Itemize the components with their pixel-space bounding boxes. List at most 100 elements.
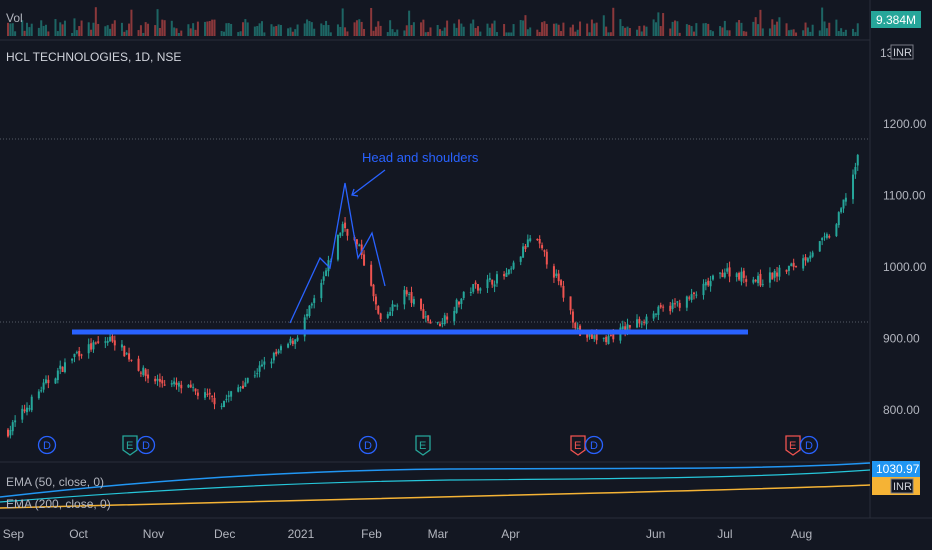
candle-body [453,310,456,322]
candle-body [446,316,449,320]
ema-50-legend[interactable]: EMA (50, close, 0) [6,475,104,489]
candle-body [707,280,710,286]
candle-body [227,395,230,397]
volume-bar [574,31,577,36]
currency-badge-ema[interactable] [890,478,914,494]
candle-body [659,305,662,308]
symbol-title[interactable]: HCL TECHNOLOGIES, 1D, NSE [6,50,181,64]
candle-body [557,273,560,282]
candle-body [472,284,475,292]
candle-body [507,269,510,275]
volume-bar [486,23,489,36]
volume-bar [59,22,62,36]
volume-bar [170,20,173,36]
volume-bar [21,20,24,36]
volume-bar [806,27,809,36]
candle-body [154,378,157,382]
volume-bar [692,31,695,36]
time-axis[interactable]: Sep Oct Nov Dec 2021 Feb Mar Apr Jun Jul Aug [3,527,812,541]
volume-bar [422,19,425,36]
candle-body [370,264,373,286]
volume-bar [139,25,142,36]
candle-body [495,274,498,284]
earnings-marker-icon[interactable] [415,435,431,456]
volume-bar [472,19,475,36]
volume-bar [163,20,166,36]
candle-body [410,292,413,303]
candle-body [792,262,795,267]
volume-bar [709,30,712,36]
volume-bar [287,28,290,36]
candle-body [828,235,831,238]
volume-bar [424,32,427,36]
dividend-marker-icon[interactable] [136,435,156,455]
candle-body [476,284,479,291]
time-tick-label: Nov [143,527,164,541]
candle-body [555,273,558,277]
candle-body [137,358,140,371]
volume-bar [44,24,47,36]
dividend-marker-icon[interactable] [358,435,378,455]
candle-body [443,315,446,324]
candle-body [256,373,259,375]
volume-bar [420,22,423,36]
volume-bar [453,23,456,36]
candle-body [71,358,74,361]
volume-bar [391,29,394,36]
price-axis[interactable]: 1200.00 1100.00 1000.00 900.00 800.00 [883,117,927,417]
volume-bar [289,27,292,36]
earnings-marker-icon[interactable] [785,435,801,456]
ema-50-value-badge [872,461,920,477]
candle-body [420,298,423,310]
time-tick-label: 2021 [288,527,315,541]
dividend-marker-icon[interactable] [584,435,604,455]
candle-body [211,395,214,397]
volume-bar [562,22,565,36]
price-tick-label: 1200.00 [883,117,927,131]
dividend-marker-icon[interactable] [37,435,57,455]
candle-body [213,397,216,405]
candle-body [621,326,624,330]
volume-bar [726,30,729,36]
dividend-marker-icon[interactable] [799,435,819,455]
volume-bar [306,19,309,36]
volume-bar [655,22,657,36]
candle-body [113,340,116,346]
volume-bar [590,19,593,36]
volume-bar [225,23,228,36]
candle-body [529,238,532,242]
candle-body [840,208,843,213]
volume-bar [462,26,465,36]
candle-body [844,197,847,202]
ema-200-legend[interactable]: EMA (200, close, 0) [6,497,111,511]
candle-body [111,335,114,342]
candle-body [593,335,596,339]
candle-body [244,382,247,387]
candle-body [728,267,731,277]
volume-bar [253,26,256,36]
volume-bar [695,23,698,36]
time-tick-label: Sep [3,527,25,541]
volume-bar [740,22,743,36]
volume-bar [336,24,339,36]
earnings-marker-icon[interactable] [570,435,586,456]
volume-bar [389,20,392,36]
time-tick-label: Oct [69,527,88,541]
volume-bar [277,24,280,36]
volume-bar [821,7,824,36]
candle-body [175,382,178,385]
candle-body [768,272,771,283]
volume-bar [576,29,579,36]
volume-bar [669,28,672,36]
volume-bar [144,22,147,36]
earnings-marker-icon[interactable] [122,435,138,456]
volume-bar [220,31,223,36]
currency-badge-top[interactable] [890,44,914,60]
volume-bar [90,29,93,36]
volume-bar [355,20,358,36]
head-and-shoulders-drawing[interactable] [289,182,386,324]
volume-bar [346,31,349,36]
volume-bar [275,26,278,36]
candle-body [787,265,790,271]
